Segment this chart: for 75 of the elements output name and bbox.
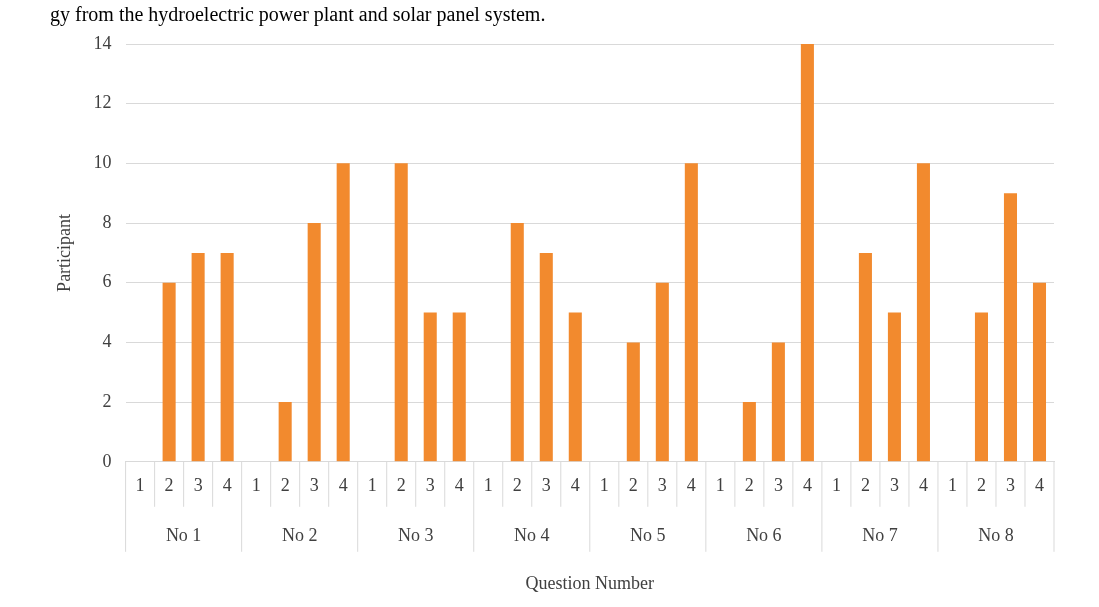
- bar: [1032, 282, 1047, 462]
- x-tick-label: 3: [309, 475, 319, 496]
- text: No 1: [165, 524, 202, 545]
- y-tick-label: 8: [102, 211, 112, 232]
- x-tick-label: 1: [135, 475, 145, 496]
- x-tick-label: 2: [860, 475, 870, 496]
- x-tick-label: 1: [947, 475, 957, 496]
- bar: [452, 312, 466, 462]
- bar: [742, 402, 756, 462]
- x-tick-label: 2: [744, 475, 754, 496]
- x-tick-label: 1: [251, 475, 261, 496]
- bar: [278, 402, 292, 462]
- bar: [336, 163, 350, 462]
- x-tick-label: 3: [193, 475, 203, 496]
- text: No 3: [397, 524, 434, 545]
- bar: [684, 163, 698, 462]
- x-tick-label: 2: [396, 475, 406, 496]
- y-tick-label: 2: [102, 390, 112, 411]
- y-tick-label: 10: [93, 152, 112, 173]
- x-tick-label: 2: [280, 475, 290, 496]
- bar: [191, 252, 205, 462]
- bar: [858, 252, 872, 462]
- text: No 2: [281, 524, 318, 545]
- x-tick-label: 2: [628, 475, 638, 496]
- x-tick-label: 1: [831, 475, 841, 496]
- x-tick-label: 4: [454, 475, 464, 496]
- y-tick-label: 12: [93, 92, 112, 113]
- x-tick-label: 3: [773, 475, 783, 496]
- text: No 4: [514, 524, 550, 545]
- x-tick-label: 4: [918, 475, 928, 496]
- x-tick-label: 3: [889, 475, 899, 496]
- bar: [626, 342, 640, 462]
- bar: [539, 252, 553, 462]
- x-tick-label: 2: [512, 475, 522, 496]
- x-tick-label: 4: [686, 475, 696, 496]
- x-tick-label: 4: [570, 475, 580, 496]
- x-tick-label: 3: [425, 475, 435, 496]
- x-tick-label: 3: [541, 475, 551, 496]
- x-tick-label: 4: [1034, 475, 1044, 496]
- x-tick-label: 3: [1005, 475, 1015, 496]
- bar: [1003, 193, 1018, 462]
- bar: [394, 163, 408, 462]
- bar: [510, 223, 524, 462]
- x-tick-label: 2: [164, 475, 174, 496]
- x-tick-label: 1: [367, 475, 377, 496]
- bar: [916, 163, 930, 462]
- bar: [800, 44, 814, 462]
- bar: [423, 312, 437, 462]
- y-axis-title: Participant: [53, 213, 74, 292]
- bar: [220, 252, 234, 462]
- y-tick-label: 4: [102, 331, 112, 352]
- chart-title: gy from the hydroelectric power plant and solar panel system.: [50, 3, 546, 27]
- text: No 7: [862, 524, 898, 545]
- bar: [887, 312, 901, 462]
- y-tick-label: 14: [93, 32, 112, 53]
- bar: [162, 282, 176, 462]
- x-tick-label: 1: [715, 475, 725, 496]
- y-tick-label: 6: [102, 271, 112, 292]
- y-tick-label: 0: [102, 450, 112, 471]
- x-tick-label: 3: [657, 475, 667, 496]
- x-axis-title: Question Number: [525, 572, 655, 593]
- text: No 8: [978, 524, 1014, 545]
- x-tick-label: 4: [222, 475, 232, 496]
- x-tick-label: 4: [802, 475, 812, 496]
- text: No 6: [746, 524, 782, 545]
- text: No 5: [630, 524, 666, 545]
- x-tick-label: 1: [599, 475, 609, 496]
- bar: [974, 312, 988, 462]
- x-tick-label: 4: [338, 475, 348, 496]
- bar: [307, 223, 321, 462]
- bar: [771, 342, 785, 462]
- x-tick-label: 2: [976, 475, 986, 496]
- bar: [655, 282, 669, 462]
- bar: [568, 312, 582, 462]
- x-tick-label: 1: [483, 475, 493, 496]
